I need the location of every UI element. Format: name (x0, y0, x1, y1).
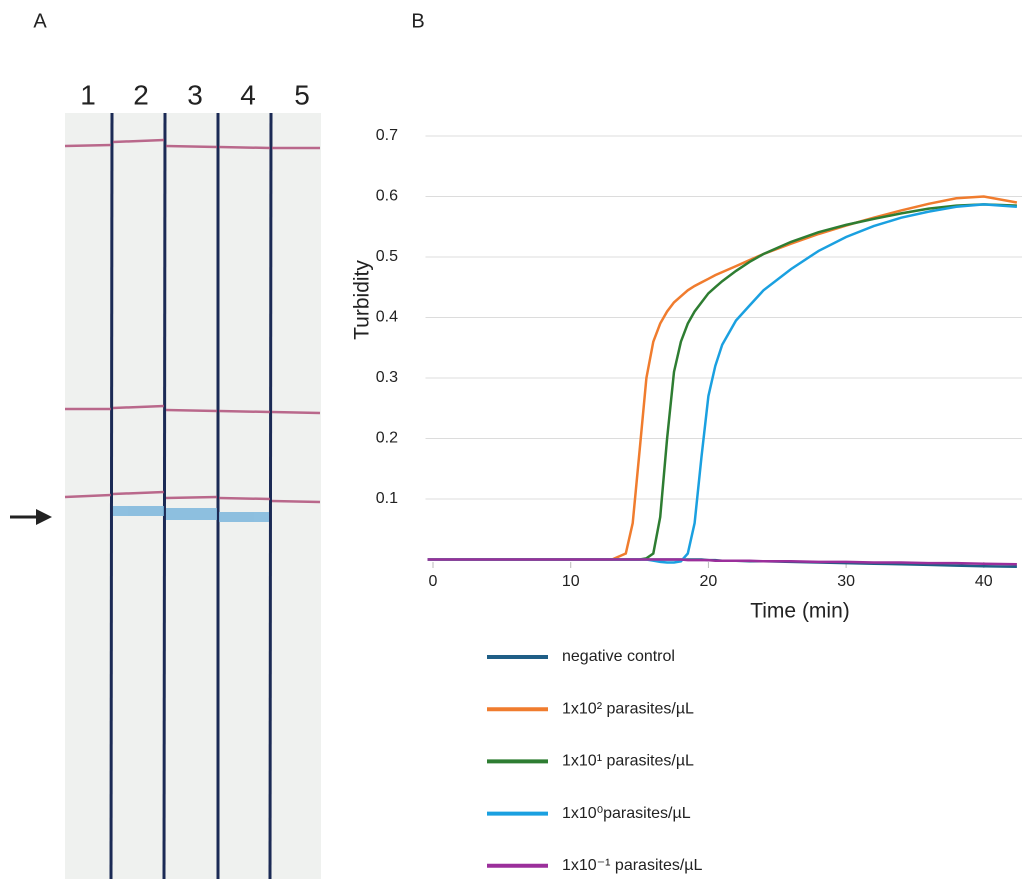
y-tick-label: 0.3 (376, 369, 398, 386)
legend-label: 1x10⁰parasites/µL (562, 805, 691, 822)
lane-label: 1 (80, 79, 96, 110)
lane-label: 4 (240, 79, 256, 110)
strip-photo (64, 112, 321, 879)
y-tick-label: 0.2 (376, 430, 398, 447)
legend-label: negative control (562, 648, 675, 665)
x-tick-label: 40 (975, 573, 993, 590)
lane-label: 5 (294, 79, 310, 110)
series-line (427, 558, 1017, 566)
y-tick-label: 0.5 (376, 248, 398, 265)
lane-label: 3 (187, 79, 203, 110)
x-tick-label: 10 (562, 573, 580, 590)
arrow (10, 509, 52, 525)
legend-label: 1x10⁻¹ parasites/µL (562, 857, 703, 874)
panel-label: A (33, 10, 47, 32)
series-line (427, 203, 1017, 561)
x-tick-label: 30 (837, 573, 855, 590)
lane-label: 2 (133, 79, 149, 110)
y-tick-label: 0.4 (376, 309, 398, 326)
x-tick-label: 0 (429, 573, 438, 590)
y-axis-label: Turbidity (351, 260, 374, 340)
x-axis-label: Time (min) (750, 600, 850, 623)
y-tick-label: 0.1 (376, 490, 398, 507)
legend-label: 1x10² parasites/µL (562, 700, 694, 717)
y-tick-label: 0.7 (376, 127, 398, 144)
legend-label: 1x10¹ parasites/µL (562, 753, 694, 770)
series-line (427, 203, 1017, 564)
panel-label: B (411, 10, 424, 32)
x-tick-label: 20 (700, 573, 718, 590)
y-tick-label: 0.6 (376, 188, 398, 205)
